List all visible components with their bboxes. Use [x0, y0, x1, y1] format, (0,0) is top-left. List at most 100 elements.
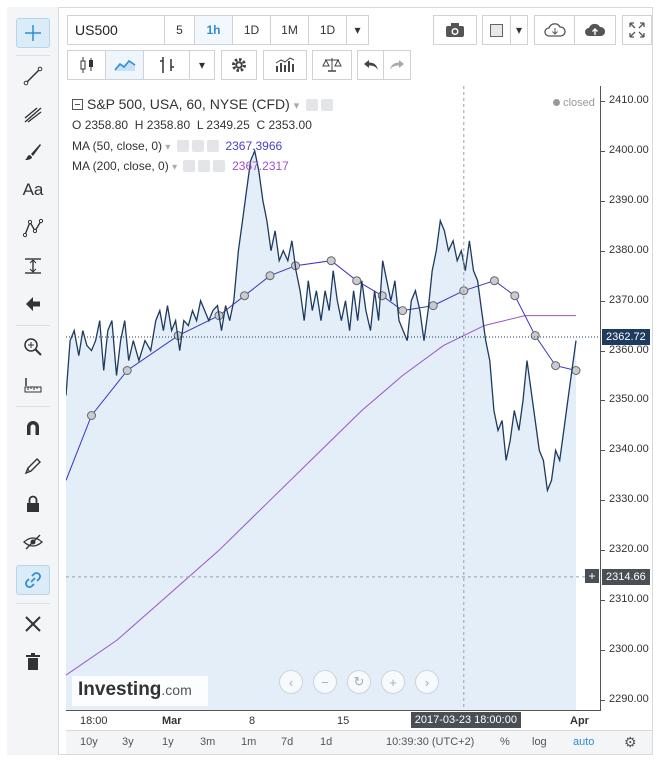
- time-tick-label: 8: [249, 715, 256, 727]
- investing-logo: Investing.com: [72, 676, 208, 706]
- chevron-down-icon[interactable]: ▾: [172, 162, 178, 173]
- price-area-fill: [66, 150, 576, 710]
- pitchfork-tool-icon[interactable]: [16, 99, 50, 129]
- compare-icon[interactable]: [144, 51, 190, 79]
- crosshair-tool-icon[interactable]: [16, 18, 50, 48]
- price-chart[interactable]: [66, 86, 601, 710]
- screenshot-button[interactable]: [433, 15, 477, 45]
- undo-icon[interactable]: [358, 51, 384, 79]
- range-1m[interactable]: 1m: [241, 736, 257, 748]
- price-tick-label: 2390.00: [609, 193, 649, 206]
- ohlc-row: O 2358.80 H 2358.80 L 2349.25 C 2353.00: [72, 118, 312, 132]
- fullscreen-icon: [623, 16, 651, 44]
- scales-icon: [313, 51, 351, 79]
- measure-ruler-icon[interactable]: [16, 370, 50, 400]
- redo-icon[interactable]: [384, 51, 410, 79]
- pattern-tool-icon[interactable]: [16, 213, 50, 243]
- settings-button[interactable]: [221, 50, 257, 80]
- scroll-right-button[interactable]: ›: [415, 670, 439, 694]
- percent-toggle[interactable]: %: [500, 736, 510, 748]
- arrow-left-icon[interactable]: [16, 289, 50, 319]
- zoom-in-button[interactable]: +: [381, 670, 405, 694]
- brush-tool-icon[interactable]: [16, 137, 50, 167]
- legend-gear-icon[interactable]: [321, 99, 334, 111]
- ma50-point: [377, 291, 387, 301]
- price-tick-mark: [601, 450, 605, 452]
- cloud-download-icon[interactable]: [535, 16, 575, 44]
- add-alert-icon[interactable]: +: [585, 568, 599, 583]
- undo-redo-group: [357, 50, 411, 80]
- indicators-icon: [264, 51, 306, 79]
- eye-icon[interactable]: [183, 160, 196, 172]
- time-axis[interactable]: 18:00 Mar 8 15 Apr 2017-03-23 18:00:00: [66, 710, 601, 730]
- trash-icon[interactable]: [16, 647, 50, 677]
- range-7d[interactable]: 7d: [281, 736, 294, 748]
- range-3m[interactable]: 3m: [200, 736, 216, 748]
- magnet-icon[interactable]: [16, 413, 50, 443]
- pencil-lock-icon[interactable]: [16, 451, 50, 481]
- price-tick-label: 2410.00: [609, 93, 649, 106]
- close-icon[interactable]: [213, 160, 226, 172]
- ma50-point: [326, 256, 336, 266]
- hide-eye-icon[interactable]: [16, 527, 50, 557]
- gear-icon[interactable]: [191, 140, 204, 152]
- range-1y[interactable]: 1y: [162, 736, 174, 748]
- interval-1d[interactable]: 1D: [233, 16, 271, 44]
- price-tick-label: 2330.00: [609, 493, 649, 506]
- low-label: L: [196, 118, 204, 132]
- zoom-in-icon[interactable]: [16, 332, 50, 362]
- templates-button[interactable]: [312, 50, 352, 80]
- range-3y[interactable]: 3y: [122, 736, 134, 748]
- price-tick-mark: [601, 400, 605, 402]
- close-label: C: [256, 118, 266, 132]
- price-tick-label: 2340.00: [609, 443, 649, 456]
- open-label: O: [72, 118, 82, 132]
- collapse-legend-icon[interactable]: [72, 99, 83, 110]
- interval-1d-alt[interactable]: 1D: [309, 16, 347, 44]
- interval-1h[interactable]: 1h: [195, 16, 233, 44]
- gear-icon[interactable]: [198, 160, 211, 172]
- price-tick-mark: [601, 550, 605, 552]
- ma50-point: [530, 331, 540, 341]
- sync-link-icon[interactable]: [16, 565, 50, 595]
- price-line: [66, 148, 577, 493]
- gear-icon[interactable]: ⚙: [624, 734, 637, 750]
- chevron-down-icon[interactable]: ▾: [293, 100, 300, 112]
- reset-chart-button[interactable]: ↻: [347, 670, 371, 694]
- range-10y[interactable]: 10y: [80, 736, 98, 748]
- scroll-left-button[interactable]: ‹: [279, 670, 303, 694]
- ma50-point: [352, 276, 362, 286]
- ma50-point: [571, 366, 581, 375]
- log-toggle[interactable]: log: [532, 736, 547, 748]
- chart-style-group: ▾: [67, 50, 215, 80]
- time-tick-label: 18:00: [80, 715, 108, 727]
- symbol-input[interactable]: US500: [67, 15, 165, 45]
- fullscreen-button[interactable]: [622, 15, 652, 45]
- tools-icon[interactable]: [16, 609, 50, 639]
- lock-icon[interactable]: [16, 489, 50, 519]
- interval-5[interactable]: 5: [165, 16, 195, 44]
- close-icon[interactable]: [206, 140, 219, 152]
- range-1d[interactable]: 1d: [320, 736, 333, 748]
- time-tick-label: 15: [337, 715, 350, 727]
- ma50-point: [551, 361, 561, 371]
- price-tick-label: 2310.00: [609, 593, 649, 606]
- auto-toggle[interactable]: auto: [573, 736, 595, 748]
- chevron-down-icon[interactable]: ▾: [165, 142, 171, 153]
- eye-icon[interactable]: [176, 140, 189, 152]
- trend-line-tool-icon[interactable]: [16, 61, 50, 91]
- area-chart-icon[interactable]: [106, 51, 144, 79]
- cloud-upload-icon[interactable]: [575, 16, 615, 44]
- chevron-down-icon[interactable]: ▾: [198, 58, 206, 72]
- indicators-button[interactable]: [263, 50, 307, 80]
- price-scale[interactable]: 2410.00 2400.00 2390.00 2380.00 2370.00 2360.…: [585, 86, 652, 710]
- measure-tool-icon[interactable]: [16, 251, 50, 281]
- layout-button[interactable]: ▾: [482, 15, 528, 45]
- text-tool-icon[interactable]: Aa: [22, 180, 44, 199]
- price-tick-mark: [601, 700, 605, 702]
- candles-icon[interactable]: [68, 51, 106, 79]
- interval-1m[interactable]: 1M: [271, 16, 309, 44]
- chevron-down-icon[interactable]: ▾: [354, 23, 361, 37]
- zoom-out-button[interactable]: −: [313, 670, 337, 694]
- legend-settings-icon[interactable]: [306, 99, 319, 111]
